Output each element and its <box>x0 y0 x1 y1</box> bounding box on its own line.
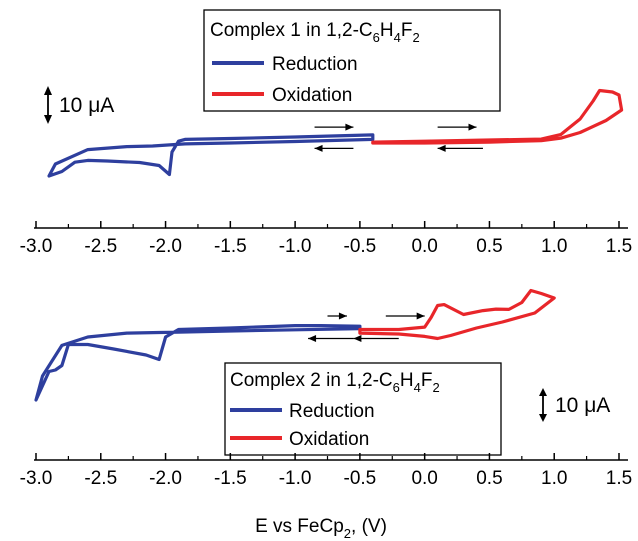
panel-1-scale-label: 10 μA <box>59 94 114 117</box>
panel-2-legend: Complex 2 in 1,2-C6H4F2 Reduction Oxidat… <box>224 362 502 456</box>
legend-label-reduction: Reduction <box>289 401 375 422</box>
panel-2-curves <box>34 288 556 402</box>
x-tick-label: -3.0 <box>20 468 53 489</box>
x-tick-label: 0.0 <box>411 468 437 489</box>
x-tick-label: -1.5 <box>214 468 247 489</box>
series-line-oxidation <box>371 88 624 145</box>
x-tick-label: -0.5 <box>344 236 377 257</box>
x-tick-label: -2.5 <box>84 468 117 489</box>
x-tick-label: -2.0 <box>149 236 182 257</box>
x-tick-label: 0.5 <box>476 236 502 257</box>
scan-direction-arrow <box>314 123 354 131</box>
panel-1-arrows <box>314 123 483 152</box>
panel-2: Complex 2 in 1,2-C6H4F2 Reduction Oxidat… <box>20 288 632 489</box>
scan-direction-arrow <box>308 335 354 342</box>
panel-2-legend-title: Complex 2 in 1,2-C6H4F2 <box>230 370 440 395</box>
panel-1-x-axis: -3.0 -2.5 -2.0 -1.5 -1.0 -0.5 0.0 0.5 1.0 1.5 <box>20 221 632 257</box>
x-tick-label: 1.5 <box>606 468 632 489</box>
scan-direction-arrow <box>385 312 425 320</box>
panel-2-arrows <box>308 312 425 342</box>
scan-direction-arrow <box>437 123 477 131</box>
x-tick-label: 1.0 <box>541 236 567 257</box>
series-line-oxidation <box>358 288 556 341</box>
scan-direction-arrow <box>314 144 354 152</box>
x-tick-label: -1.0 <box>279 468 312 489</box>
panel-2-scale-label: 10 μA <box>555 394 610 417</box>
panel-1: Complex 1 in 1,2-C6H4F2 Reduction Oxidat… <box>20 9 632 257</box>
series-line-reduction <box>47 133 375 178</box>
x-tick-label: -1.0 <box>279 236 312 257</box>
x-axis-title: E vs FeCp2, (V) <box>255 516 387 541</box>
legend-label-reduction: Reduction <box>272 54 358 75</box>
x-tick-label: 1.0 <box>541 468 567 489</box>
x-tick-label: 0.0 <box>411 236 437 257</box>
x-tick-label: -0.5 <box>344 468 377 489</box>
panel-2-x-axis: -3.0 -2.5 -2.0 -1.5 -1.0 -0.5 0.0 0.5 1.0 1.5 <box>20 453 632 489</box>
series-line-reduction <box>34 324 362 402</box>
legend-label-oxidation: Oxidation <box>289 429 369 450</box>
panel-1-legend-title: Complex 1 in 1,2-C6H4F2 <box>210 20 420 45</box>
x-tick-label: 0.5 <box>476 468 502 489</box>
panel-1-scale-bar: 10 μA <box>44 86 114 124</box>
scan-direction-arrow <box>327 312 347 320</box>
x-tick-label: -3.0 <box>20 236 53 257</box>
panel-1-legend: Complex 1 in 1,2-C6H4F2 Reduction Oxidat… <box>203 9 501 112</box>
x-tick-label: -2.5 <box>84 236 117 257</box>
legend-label-oxidation: Oxidation <box>272 85 352 106</box>
x-tick-label: 1.5 <box>606 236 632 257</box>
x-tick-label: -1.5 <box>214 236 247 257</box>
scan-direction-arrow <box>353 335 399 342</box>
x-tick-label: -2.0 <box>149 468 182 489</box>
panel-2-scale-bar: 10 μA <box>539 388 610 422</box>
panel-1-curves <box>47 88 624 178</box>
scan-direction-arrow <box>437 144 483 152</box>
